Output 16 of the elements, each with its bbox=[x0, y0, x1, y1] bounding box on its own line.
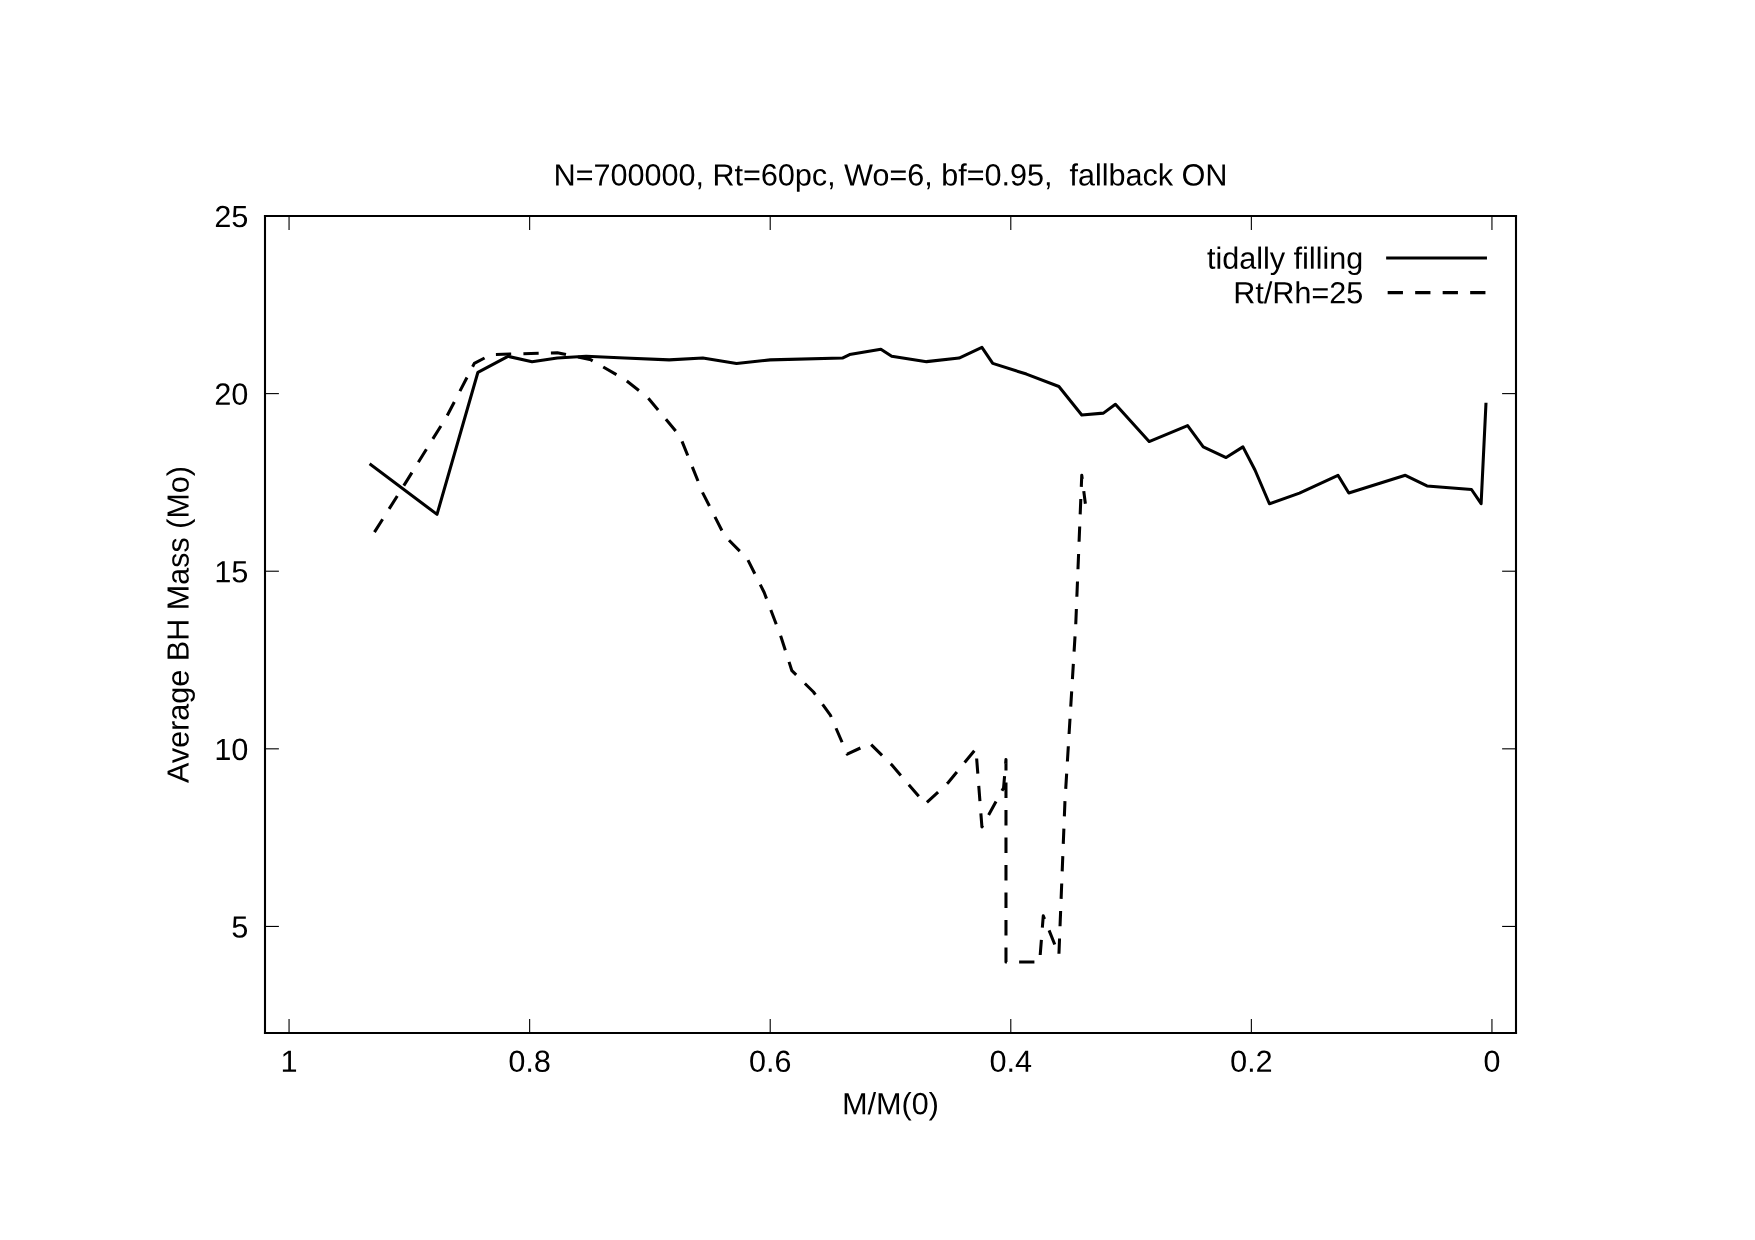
x-axis-title: M/M(0) bbox=[844, 1092, 937, 1121]
y-tick-label: 5 bbox=[232, 916, 248, 938]
x-tick-label: 0 bbox=[1484, 1050, 1500, 1073]
y-tick-label: 25 bbox=[215, 205, 248, 228]
x-tick-label: 0.8 bbox=[509, 1050, 550, 1073]
y-tick-label: 20 bbox=[215, 383, 248, 405]
x-tick-label: 1 bbox=[282, 1050, 297, 1072]
y-axis-title: Average BH Mass (Mo) bbox=[166, 467, 195, 783]
x-tick-label: 0.6 bbox=[750, 1050, 791, 1073]
x-tick-label: 0.4 bbox=[990, 1050, 1032, 1073]
legend-label: tidally filling bbox=[1207, 246, 1362, 276]
y-tick-label: 10 bbox=[216, 738, 248, 761]
chart-title: N=700000, Rt=60pc, Wo=6, bf=0.95, fallback ON bbox=[556, 163, 1225, 192]
y-tick-label: 15 bbox=[216, 561, 248, 583]
x-tick-label: 0.2 bbox=[1231, 1050, 1272, 1073]
legend-label: Rt/Rh=25 bbox=[1235, 281, 1362, 304]
